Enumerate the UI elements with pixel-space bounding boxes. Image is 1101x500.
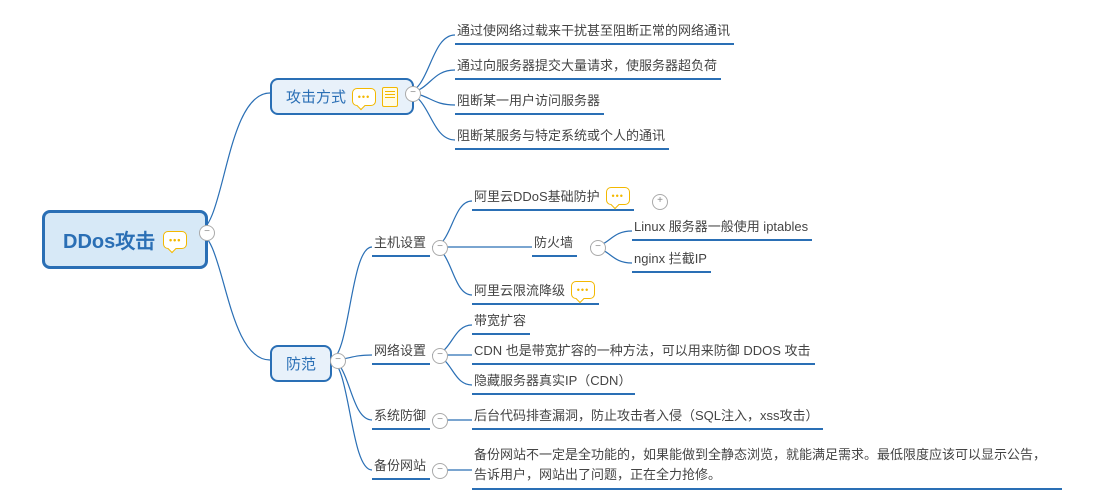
attack-item[interactable]: 通过向服务器提交大量请求，使服务器超负荷 xyxy=(455,55,721,80)
network-item[interactable]: 带宽扩容 xyxy=(472,310,530,335)
attack-item[interactable]: 阻断某一用户访问服务器 xyxy=(455,90,604,115)
defense-collapse-marker[interactable]: − xyxy=(330,353,346,369)
attack-item[interactable]: 通过使网络过载来干扰甚至阻断正常的网络通讯 xyxy=(455,20,734,45)
comment-icon: ••• xyxy=(571,281,595,299)
firewall-node[interactable]: 防火墙 xyxy=(532,232,577,257)
firewall-collapse-marker[interactable]: − xyxy=(590,240,606,256)
system-collapse-marker[interactable]: − xyxy=(432,413,448,429)
aliyun-basic-node[interactable]: 阿里云DDoS基础防护 ••• xyxy=(472,186,634,211)
defense-node[interactable]: 防范 xyxy=(270,345,332,382)
firewall-item[interactable]: Linux 服务器一般使用 iptables xyxy=(632,216,812,241)
comment-icon: ••• xyxy=(606,187,630,205)
network-node[interactable]: 网络设置 xyxy=(372,340,430,365)
attack-item[interactable]: 阻断某服务与特定系统或个人的通讯 xyxy=(455,125,669,150)
root-label: DDos攻击 xyxy=(63,225,155,254)
attack-collapse-marker[interactable]: − xyxy=(405,86,421,102)
host-collapse-marker[interactable]: − xyxy=(432,240,448,256)
backup-node[interactable]: 备份网站 xyxy=(372,455,430,480)
attack-node[interactable]: 攻击方式 ••• xyxy=(270,78,414,115)
comment-icon: ••• xyxy=(352,88,376,106)
backup-item[interactable]: 备份网站不一定是全功能的，如果能做到全静态浏览，就能满足需求。最低限度应该可以显… xyxy=(472,445,1062,490)
root-collapse-marker[interactable]: − xyxy=(199,225,215,241)
host-node[interactable]: 主机设置 xyxy=(372,232,430,257)
note-icon xyxy=(382,87,398,107)
aliyun-degrade-node[interactable]: 阿里云限流降级 ••• xyxy=(472,280,599,305)
defense-label: 防范 xyxy=(286,353,316,374)
network-collapse-marker[interactable]: − xyxy=(432,348,448,364)
network-item[interactable]: CDN 也是带宽扩容的一种方法，可以用来防御 DDOS 攻击 xyxy=(472,340,815,365)
system-node[interactable]: 系统防御 xyxy=(372,405,430,430)
backup-collapse-marker[interactable]: − xyxy=(432,463,448,479)
root-node[interactable]: DDos攻击 ••• xyxy=(42,210,208,269)
firewall-item[interactable]: nginx 拦截IP xyxy=(632,248,711,273)
network-item[interactable]: 隐藏服务器真实IP（CDN） xyxy=(472,370,635,395)
system-item[interactable]: 后台代码排查漏洞，防止攻击者入侵（SQL注入，xss攻击） xyxy=(472,405,823,430)
comment-icon: ••• xyxy=(163,231,187,249)
aliyun-basic-expand-marker[interactable]: + xyxy=(652,194,668,210)
attack-label: 攻击方式 xyxy=(286,86,346,107)
